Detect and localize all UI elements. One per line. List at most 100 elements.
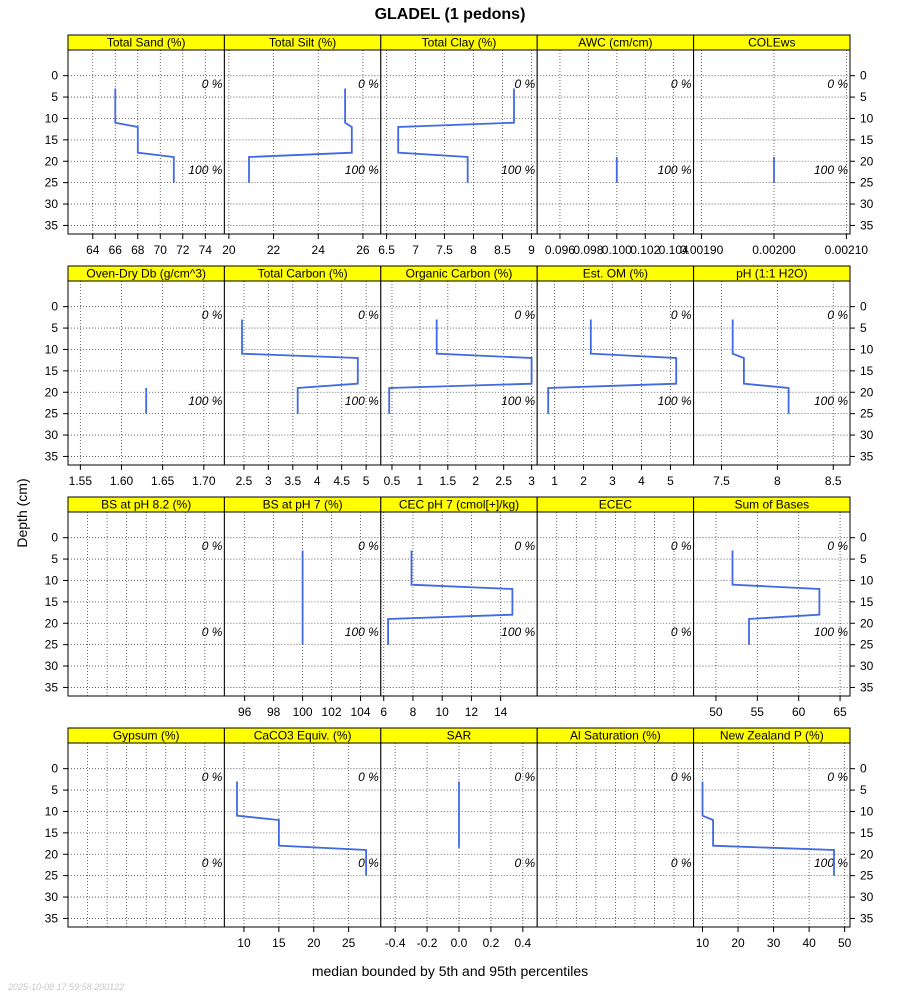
- x-tick-label: 1.55: [69, 474, 93, 488]
- percentile-annotation: 0 %: [358, 770, 379, 784]
- y-tick-label: 15: [45, 826, 59, 840]
- percentile-annotation: 0 %: [827, 539, 848, 553]
- x-tick-label: 2: [580, 474, 587, 488]
- y-tick-label: 5: [860, 552, 867, 566]
- percentile-annotation: 0 %: [202, 77, 223, 91]
- x-tick-label: 3: [265, 474, 272, 488]
- median-profile-line: [731, 319, 790, 414]
- panel-background: [68, 281, 225, 465]
- x-tick-label: 1: [551, 474, 558, 488]
- y-tick-label: 35: [45, 449, 59, 463]
- y-tick-label: 35: [45, 911, 59, 925]
- x-tick-label: 68: [131, 243, 145, 257]
- y-tick-label: 25: [860, 407, 874, 421]
- y-tick-label: 10: [45, 111, 59, 125]
- x-tick-label: -0.4: [385, 936, 406, 950]
- panel-border: [693, 742, 851, 928]
- y-tick-label: 30: [45, 428, 59, 442]
- panel-strip-label: BS at pH 7 (%): [263, 498, 343, 512]
- x-tick-label: 0.00190: [680, 243, 724, 257]
- y-tick-label: 10: [860, 573, 874, 587]
- percentile-annotation: 0 %: [515, 856, 536, 870]
- panel-background: [380, 281, 538, 465]
- panel-background: [68, 50, 225, 234]
- median-profile-line: [388, 319, 533, 414]
- percentile-annotation: 0 %: [671, 625, 692, 639]
- x-tick-label: 1.65: [151, 474, 175, 488]
- median-profile-line: [114, 88, 175, 183]
- x-tick-label: 10: [436, 705, 450, 719]
- y-tick-label: 35: [860, 680, 874, 694]
- y-tick-label: 25: [860, 869, 874, 883]
- percentile-annotation: 0 %: [202, 625, 223, 639]
- y-tick-label: 25: [45, 638, 59, 652]
- y-tick-label: 5: [860, 321, 867, 335]
- y-tick-label: 25: [860, 176, 874, 190]
- panel-background: [693, 50, 850, 234]
- x-tick-label: 100: [293, 705, 313, 719]
- percentile-annotation: 100 %: [814, 163, 848, 177]
- percentile-annotation: 100 %: [658, 394, 692, 408]
- x-tick-label: 0.5: [384, 474, 401, 488]
- percentile-annotation: 100 %: [188, 163, 222, 177]
- y-tick-label: 20: [860, 154, 874, 168]
- chart-title: GLADEL (1 pedons): [374, 6, 526, 23]
- panel-strip-label: Total Silt (%): [269, 36, 336, 50]
- x-tick-label: 20: [222, 243, 236, 257]
- median-profile-line: [701, 781, 835, 876]
- median-profile-line: [547, 319, 678, 414]
- median-profile-line: [236, 781, 368, 876]
- x-tick-label: 98: [267, 705, 281, 719]
- percentile-annotation: 0 %: [202, 539, 223, 553]
- median-profile-line: [248, 88, 353, 183]
- percentile-annotation: 100 %: [345, 394, 379, 408]
- percentile-annotation: 0 %: [515, 770, 536, 784]
- x-tick-label: 102: [322, 705, 342, 719]
- x-tick-label: 7.5: [713, 474, 730, 488]
- percentile-annotation: 0 %: [202, 308, 223, 322]
- percentile-annotation: 100 %: [501, 625, 535, 639]
- x-tick-label: 20: [307, 936, 321, 950]
- panel-background: [693, 512, 850, 696]
- panel-strip-label: SAR: [447, 729, 472, 743]
- timestamp: 2025-10-08 17:59:58.200122: [8, 982, 125, 992]
- y-tick-label: 25: [45, 407, 59, 421]
- y-tick-label: 0: [51, 531, 58, 545]
- panel-background: [224, 743, 381, 927]
- y-tick-label: 25: [45, 176, 59, 190]
- panel-background: [224, 281, 381, 465]
- x-tick-label: 9: [528, 243, 535, 257]
- x-tick-label: 14: [494, 705, 508, 719]
- y-tick-label: 15: [45, 364, 59, 378]
- panel-background: [537, 50, 694, 234]
- x-tick-label: 64: [86, 243, 100, 257]
- y-tick-label: 10: [860, 342, 874, 356]
- y-tick-label: 5: [51, 783, 58, 797]
- x-tick-label: 66: [109, 243, 123, 257]
- x-tick-label: 0.2: [483, 936, 500, 950]
- y-tick-label: 25: [860, 638, 874, 652]
- x-tick-label: 7: [412, 243, 419, 257]
- x-tick-label: 1: [417, 474, 424, 488]
- percentile-annotation: 0 %: [671, 308, 692, 322]
- panel-background: [537, 281, 694, 465]
- x-tick-label: 3: [609, 474, 616, 488]
- x-tick-label: 8: [470, 243, 477, 257]
- percentile-annotation: 0 %: [827, 770, 848, 784]
- y-tick-label: 35: [860, 218, 874, 232]
- x-tick-label: 65: [833, 705, 847, 719]
- y-tick-label: 35: [45, 218, 59, 232]
- x-tick-label: 3: [528, 474, 535, 488]
- y-tick-label: 10: [45, 573, 59, 587]
- x-tick-label: 0.4: [514, 936, 531, 950]
- x-tick-label: 6: [380, 705, 387, 719]
- x-tick-label: 12: [465, 705, 479, 719]
- panel-strip-label: pH (1:1 H2O): [736, 267, 807, 281]
- y-tick-label: 0: [51, 69, 58, 83]
- x-tick-label: 2: [472, 474, 479, 488]
- x-tick-label: 24: [312, 243, 326, 257]
- percentile-annotation: 0 %: [515, 539, 536, 553]
- y-tick-label: 0: [51, 762, 58, 776]
- panel-background: [380, 512, 538, 696]
- y-tick-label: 30: [860, 659, 874, 673]
